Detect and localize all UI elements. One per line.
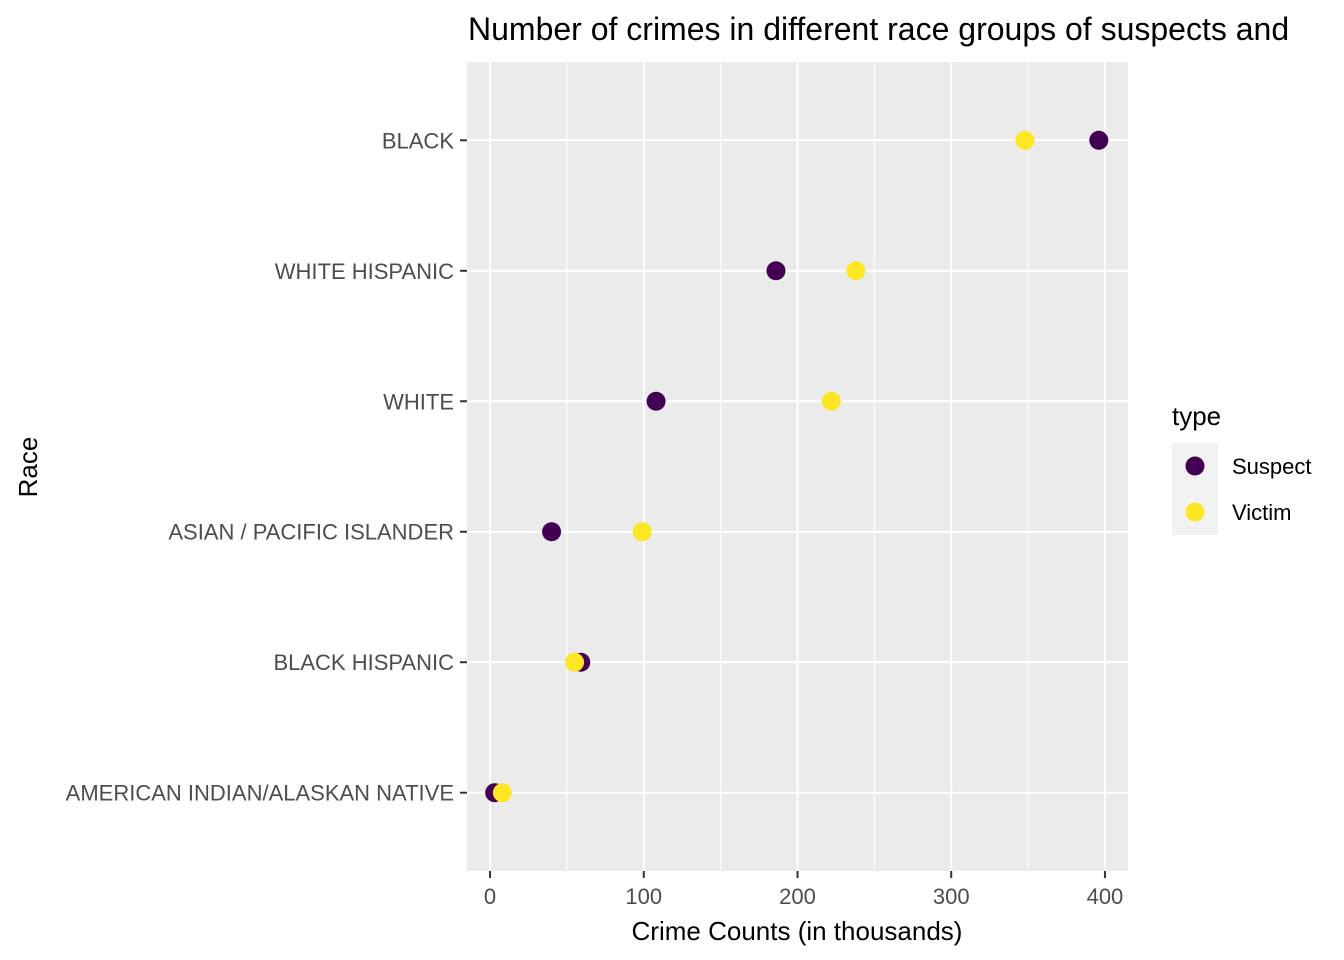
legend-title: type — [1172, 401, 1221, 431]
y-axis: BLACK WHITE HISPANIC WHITE ASIAN / PACIFIC … — [66, 128, 467, 806]
data-points — [485, 130, 1109, 803]
point-suspect — [542, 522, 562, 542]
y-tick-label: AMERICAN INDIAN/ALASKAN NATIVE — [66, 781, 454, 806]
legend-key-victim — [1185, 502, 1205, 522]
legend-label-victim: Victim — [1232, 500, 1292, 525]
legend: type Suspect Victim — [1172, 401, 1312, 535]
y-tick-label: WHITE HISPANIC — [275, 259, 454, 284]
y-tick-label: WHITE — [383, 389, 454, 414]
legend-key-suspect — [1185, 456, 1205, 476]
point-suspect — [766, 261, 786, 281]
point-suspect — [646, 391, 666, 411]
y-tick-label: BLACK — [382, 128, 454, 153]
x-tick-label: 0 — [484, 884, 496, 909]
y-axis-title: Race — [13, 437, 43, 498]
x-tick-label: 300 — [933, 884, 970, 909]
chart-title: Number of crimes in different race group… — [468, 11, 1289, 47]
x-axis-title: Crime Counts (in thousands) — [632, 916, 963, 946]
y-tick-label: ASIAN / PACIFIC ISLANDER — [168, 520, 454, 545]
legend-label-suspect: Suspect — [1232, 454, 1312, 479]
point-victim — [632, 522, 652, 542]
x-tick-label: 400 — [1087, 884, 1124, 909]
point-victim — [821, 391, 841, 411]
x-axis: 0 100 200 300 400 — [484, 871, 1123, 909]
point-suspect — [1089, 130, 1109, 150]
x-tick-label: 100 — [625, 884, 662, 909]
point-victim — [492, 783, 512, 803]
point-victim — [846, 261, 866, 281]
point-victim — [1015, 130, 1035, 150]
y-tick-label: BLACK HISPANIC — [273, 650, 454, 675]
point-victim — [565, 652, 585, 672]
x-tick-label: 200 — [779, 884, 816, 909]
